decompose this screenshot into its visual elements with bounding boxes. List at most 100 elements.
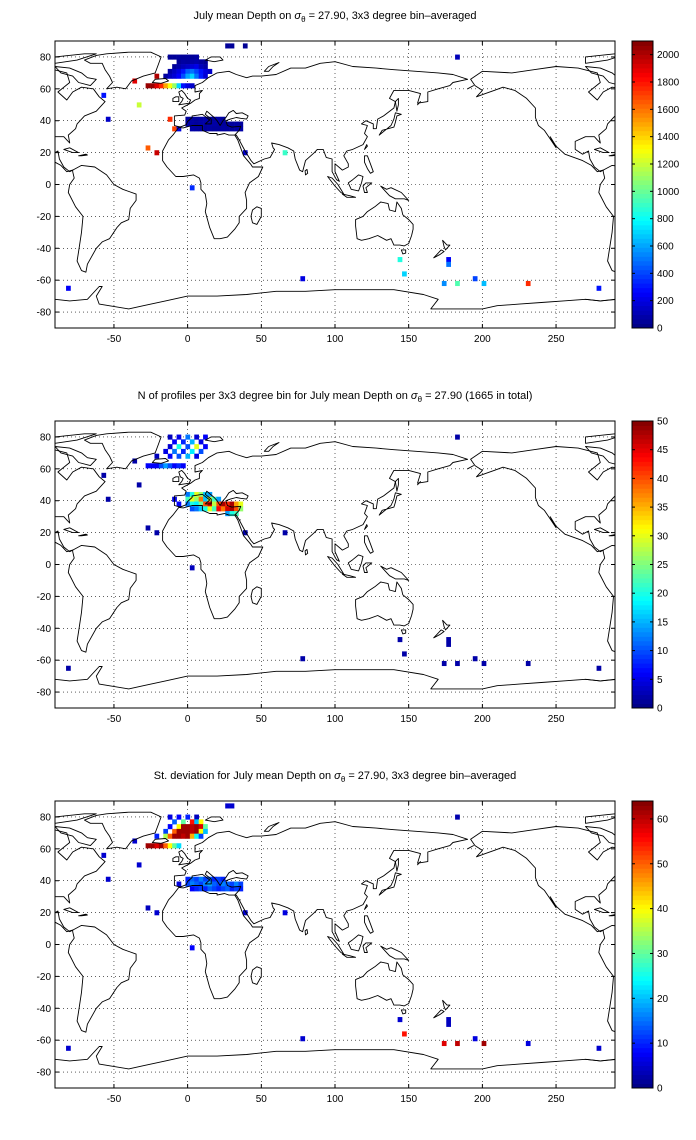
x-tick-label: 100 [327, 714, 344, 725]
data-cell [154, 910, 160, 916]
data-cell [220, 121, 226, 127]
colorbar-band [632, 1038, 653, 1044]
y-tick-label: -80 [37, 688, 52, 699]
data-cell [185, 121, 191, 127]
coastline-ireland [172, 96, 180, 103]
y-tick-label: -40 [37, 624, 52, 635]
data-cell [198, 448, 204, 454]
data-cell [176, 453, 182, 459]
colorbar-band [632, 184, 653, 190]
coastline-eurasia [173, 821, 469, 942]
data-cell [189, 491, 195, 498]
data-cell [176, 68, 182, 74]
data-cell [176, 501, 182, 507]
data-cell [136, 102, 142, 108]
x-tick-label: 100 [327, 334, 344, 345]
data-cell [181, 73, 186, 79]
data-cell [154, 453, 160, 459]
data-cell [220, 126, 226, 132]
data-cell [185, 453, 191, 459]
data-cell [158, 463, 164, 469]
colorbar-band [632, 595, 653, 601]
coastline-baffin-island [55, 66, 97, 87]
data-cell [154, 83, 160, 89]
colorbar-band [632, 434, 653, 440]
data-cell [176, 463, 182, 469]
colorbar-band [632, 881, 653, 887]
data-cell [203, 68, 208, 74]
coastline-novaya-zemlya [263, 62, 280, 72]
colorbar-band [632, 447, 653, 453]
coastline-sulawesi [362, 562, 373, 573]
data-cell [238, 881, 244, 887]
coastline-sri-lanka [304, 168, 309, 176]
data-cell [185, 824, 191, 830]
coastline-north-america [470, 66, 615, 173]
panel-title: July mean Depth on σθ = 27.90, 3x3 degre… [194, 10, 477, 24]
colorbar-band [632, 931, 653, 937]
coastline-south-america [598, 164, 615, 273]
coastline-new-zealand-south [433, 1009, 445, 1019]
data-cell [198, 126, 204, 132]
colorbar-band [632, 1007, 653, 1013]
data-cell [225, 803, 230, 809]
colorbar-band [632, 935, 653, 941]
x-tick-label: 250 [548, 714, 565, 725]
data-cell [481, 1040, 487, 1047]
colorbar-band [632, 1002, 653, 1008]
colorbar-band [632, 1061, 653, 1067]
data-cell [132, 78, 138, 84]
colorbar-band [632, 841, 653, 847]
data-cell [207, 506, 213, 512]
coastline-iceland [151, 838, 169, 844]
data-cell [194, 116, 199, 122]
data-cell [525, 660, 531, 667]
data-cell [163, 843, 169, 849]
data-cell [145, 463, 151, 469]
coastline-taiwan [364, 524, 368, 530]
data-cell [101, 852, 107, 858]
data-cell [216, 496, 222, 502]
colorbar-band [632, 524, 653, 530]
colorbar-tick-label: 35 [657, 503, 669, 514]
data-cell [525, 1040, 531, 1047]
data-cell [185, 814, 191, 820]
data-cell [203, 496, 208, 502]
data-cell [172, 73, 177, 79]
data-cell [198, 819, 204, 825]
coastline-eurasia [173, 61, 469, 182]
coastline-sri-lanka [304, 548, 309, 556]
data-cell [207, 68, 213, 74]
data-cell [211, 506, 217, 512]
coastline-north-america [55, 69, 106, 173]
x-tick-label: 50 [256, 334, 268, 345]
data-cell [211, 501, 217, 507]
y-tick-label: 60 [40, 844, 52, 855]
data-cell [198, 833, 204, 839]
data-cell [185, 434, 191, 440]
colorbar-band [632, 528, 653, 534]
coastline-alaska-islands [467, 845, 474, 850]
coastline-novaya-zemlya [263, 822, 280, 832]
colorbar-tick-label: 1800 [657, 78, 680, 89]
colorbar-band [632, 1083, 653, 1089]
data-cell [203, 126, 208, 132]
colorbar-tick-label: 20 [657, 994, 669, 1005]
colorbar-band [632, 256, 653, 262]
coastline-baffin-island [55, 826, 97, 847]
coastline-south-america [598, 924, 615, 1033]
colorbar-band [632, 90, 653, 96]
data-cell [229, 501, 235, 507]
data-cell [194, 881, 199, 887]
y-tick-label: 60 [40, 84, 52, 95]
data-cell [211, 881, 217, 887]
colorbar-band [632, 560, 653, 565]
colorbar-tick-label: 1400 [657, 132, 680, 143]
coastline-japan [378, 112, 402, 136]
data-cell [189, 439, 195, 445]
coastline-north-america [470, 826, 615, 933]
data-cell [225, 121, 230, 127]
data-cell [167, 814, 173, 820]
colorbar-band [632, 953, 653, 959]
coastline-sakhalin [394, 97, 399, 112]
